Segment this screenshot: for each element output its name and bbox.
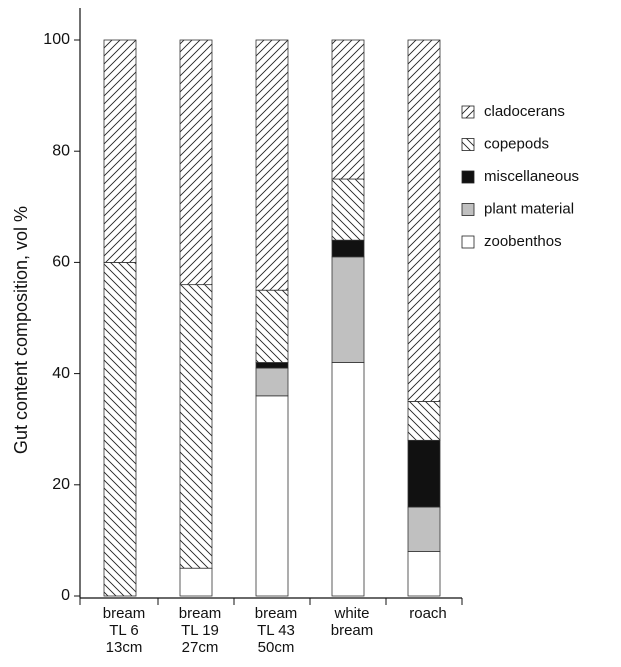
bar-segment [331,39,365,180]
y-tick-label: 80 [52,142,70,159]
x-tick-label: 13cm [106,639,143,656]
x-tick-label: bream [255,605,298,622]
legend-label: plant material [484,200,574,217]
bar-segment [179,284,213,569]
bar-segment [407,506,441,552]
y-tick-label: 100 [43,31,70,48]
legend-swatch [461,105,475,119]
x-tick-label: bream [103,605,146,622]
y-tick-label: 40 [52,365,70,382]
bar-segment [331,178,365,241]
bar-segment [407,39,441,402]
bar-segment [331,362,365,597]
y-tick-label: 0 [61,587,70,604]
bar-segment [255,367,289,397]
y-tick-label: 20 [52,476,70,493]
legend-swatch [461,138,475,151]
bar-segment [103,39,137,263]
bar-segment [255,39,289,291]
legend-swatch [461,235,475,249]
x-tick-label: TL 19 [181,622,219,639]
bar-segment [179,567,213,597]
x-tick-label: 50cm [258,639,295,656]
x-tick-label: TL 43 [257,622,295,639]
legend-label: miscellaneous [484,168,579,185]
bar-segment [103,261,137,597]
bar-segment [407,400,441,441]
legend-label: copepods [484,135,549,152]
x-tick-label: bream [179,605,222,622]
bar-segment [255,362,289,369]
legend-label: zoobenthos [484,233,562,250]
bar-segment [407,551,441,597]
legend-label: cladocerans [484,103,565,120]
legend-swatch [461,203,475,216]
x-tick-label: TL 6 [109,622,138,639]
x-tick-label: bream [331,622,374,639]
bar-segment [179,39,213,286]
y-axis-label: Gut content composition, vol % [11,206,31,454]
bar-segment [331,239,365,258]
bar-segment [255,395,289,597]
y-tick-label: 60 [52,254,70,271]
x-tick-label: white [333,605,369,622]
bar-segment [331,256,365,363]
bar-segment [255,289,289,363]
bar-segment [407,439,441,508]
x-tick-label: roach [409,605,447,622]
x-tick-label: 27cm [182,639,219,656]
legend-swatch [461,170,475,184]
